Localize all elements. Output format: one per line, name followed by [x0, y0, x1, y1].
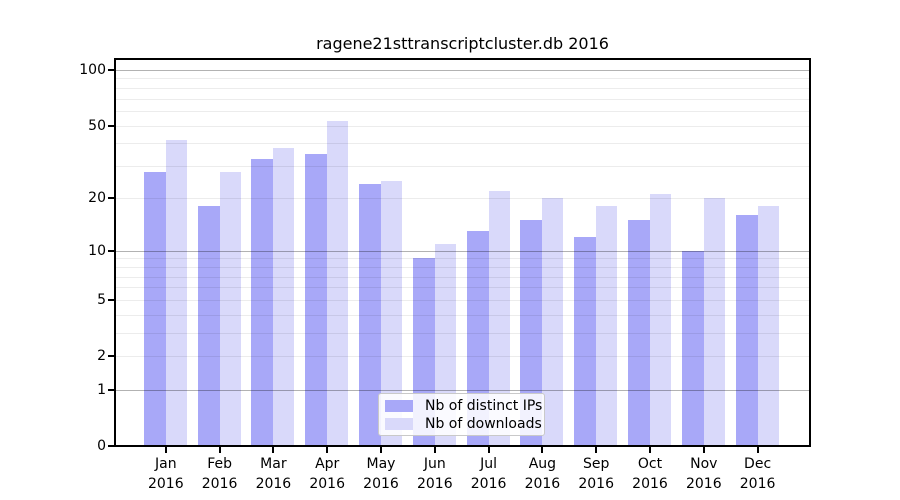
y-tick-mark-100	[108, 69, 115, 71]
y-tick-mark-0	[108, 445, 115, 447]
gridline-minor-9	[116, 258, 809, 260]
bar-feb-2016-distinct-ips	[197, 206, 220, 446]
y-tick-label-0: 0	[97, 438, 106, 454]
legend-swatch-distinct-ips	[385, 399, 413, 412]
gridline-major-100	[116, 70, 809, 71]
x-tick-mark-jul-2016	[487, 447, 490, 453]
legend-label-downloads: Nb of downloads	[425, 415, 542, 432]
x-tick-mark-aug-2016	[541, 447, 544, 453]
bar-nov-2016-distinct-ips	[681, 250, 704, 446]
x-tick-mark-may-2016	[380, 447, 382, 453]
x-tick-mark-dec-2016	[756, 447, 759, 453]
x-tick-mark-apr-2016	[326, 447, 329, 453]
x-tick-mark-oct-2016	[649, 447, 651, 453]
legend-row-downloads: Nb of downloads	[385, 415, 542, 432]
bar-aug-2016-distinct-ips	[520, 220, 543, 446]
x-tick-label-mar-2016: Mar 2016	[255, 456, 292, 492]
y-tick-mark-50	[108, 124, 115, 127]
y-tick-label-2: 2	[97, 348, 106, 365]
y-tick-label-20: 20	[88, 189, 106, 206]
bar-oct-2016-distinct-ips	[628, 220, 650, 446]
gridline-minor-2	[116, 356, 809, 358]
y-tick-label-100: 100	[79, 62, 106, 78]
gridline-minor-3	[116, 333, 809, 335]
y-tick-mark-5	[108, 299, 115, 302]
gridline-minor-5	[116, 300, 809, 302]
gridline-minor-70	[116, 98, 809, 100]
bar-nov-2016-downloads	[703, 197, 725, 446]
gridline-minor-4	[116, 314, 809, 316]
gridline-minor-30	[116, 166, 809, 168]
x-tick-label-may-2016: May 2016	[363, 456, 399, 492]
x-tick-label-oct-2016: Oct 2016	[632, 456, 668, 492]
x-tick-label-dec-2016: Dec 2016	[739, 456, 776, 492]
bar-sep-2016-distinct-ips	[574, 237, 597, 446]
bar-sep-2016-downloads	[596, 206, 618, 446]
chart-title: ragene21sttranscriptcluster.db 2016	[316, 34, 609, 53]
y-tick-mark-20	[108, 196, 115, 199]
bar-jan-2016-distinct-ips	[143, 171, 166, 446]
bar-oct-2016-downloads	[650, 194, 671, 446]
gridline-minor-8	[116, 266, 809, 268]
y-tick-label-50: 50	[88, 117, 106, 134]
bar-dec-2016-distinct-ips	[735, 215, 758, 446]
x-tick-label-jul-2016: Jul 2016	[470, 456, 507, 492]
x-tick-label-jun-2016: Jun 2016	[416, 456, 453, 492]
x-tick-label-nov-2016: Nov 2016	[685, 456, 722, 492]
gridline-minor-60	[116, 111, 809, 113]
x-tick-label-feb-2016: Feb 2016	[201, 456, 238, 492]
bar-mar-2016-downloads	[273, 147, 295, 446]
y-tick-label-1: 1	[97, 381, 106, 398]
y-tick-mark-2	[108, 355, 115, 358]
gridline-major-10	[116, 250, 809, 252]
y-tick-mark-1	[108, 388, 115, 391]
gridline-minor-90	[116, 78, 809, 80]
y-tick-mark-10	[108, 249, 115, 252]
legend-label-distinct-ips: Nb of distinct IPs	[425, 397, 543, 414]
x-tick-mark-jan-2016	[164, 447, 167, 453]
gridline-minor-7	[116, 276, 809, 278]
x-tick-mark-jun-2016	[433, 447, 436, 453]
bar-dec-2016-downloads	[757, 206, 779, 446]
x-tick-mark-nov-2016	[702, 447, 705, 453]
bar-apr-2016-distinct-ips	[305, 154, 328, 446]
y-tick-label-10: 10	[88, 242, 106, 259]
bar-apr-2016-downloads	[327, 121, 349, 446]
x-tick-label-apr-2016: Apr 2016	[309, 456, 345, 492]
x-tick-label-sep-2016: Sep 2016	[578, 456, 614, 492]
bar-jul-2016-distinct-ips	[466, 230, 489, 446]
bar-mar-2016-distinct-ips	[251, 158, 274, 446]
x-tick-label-aug-2016: Aug 2016	[524, 456, 561, 492]
x-tick-mark-mar-2016	[272, 447, 275, 453]
bar-jan-2016-downloads	[165, 139, 187, 446]
gridline-minor-6	[116, 287, 809, 289]
x-tick-mark-feb-2016	[218, 447, 221, 453]
legend-swatch-downloads	[385, 417, 413, 430]
gridline-minor-40	[116, 143, 809, 145]
x-tick-label-jan-2016: Jan 2016	[147, 456, 184, 492]
bar-feb-2016-downloads	[219, 171, 241, 446]
x-tick-mark-sep-2016	[595, 447, 598, 453]
gridline-major-1	[116, 389, 809, 391]
bar-aug-2016-downloads	[542, 197, 564, 446]
bar-may-2016-downloads	[381, 180, 402, 446]
bar-may-2016-distinct-ips	[359, 183, 381, 446]
gridline-minor-20	[116, 197, 809, 199]
legend-row-distinct-ips: Nb of distinct IPs	[385, 397, 542, 414]
gridline-minor-80	[116, 87, 809, 89]
gridline-minor-50	[116, 125, 809, 127]
bar-jul-2016-downloads	[488, 190, 510, 446]
legend: Nb of distinct IPs Nb of downloads	[378, 393, 545, 436]
y-tick-label-5: 5	[97, 292, 106, 309]
